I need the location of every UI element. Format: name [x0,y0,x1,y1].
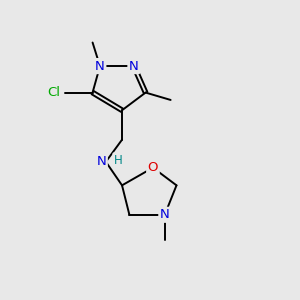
Text: N: N [95,60,105,73]
Text: H: H [114,154,123,167]
Text: N: N [160,208,169,221]
Text: N: N [129,60,139,73]
Text: Cl: Cl [47,86,60,99]
Text: N: N [97,155,106,168]
Text: O: O [148,161,158,174]
